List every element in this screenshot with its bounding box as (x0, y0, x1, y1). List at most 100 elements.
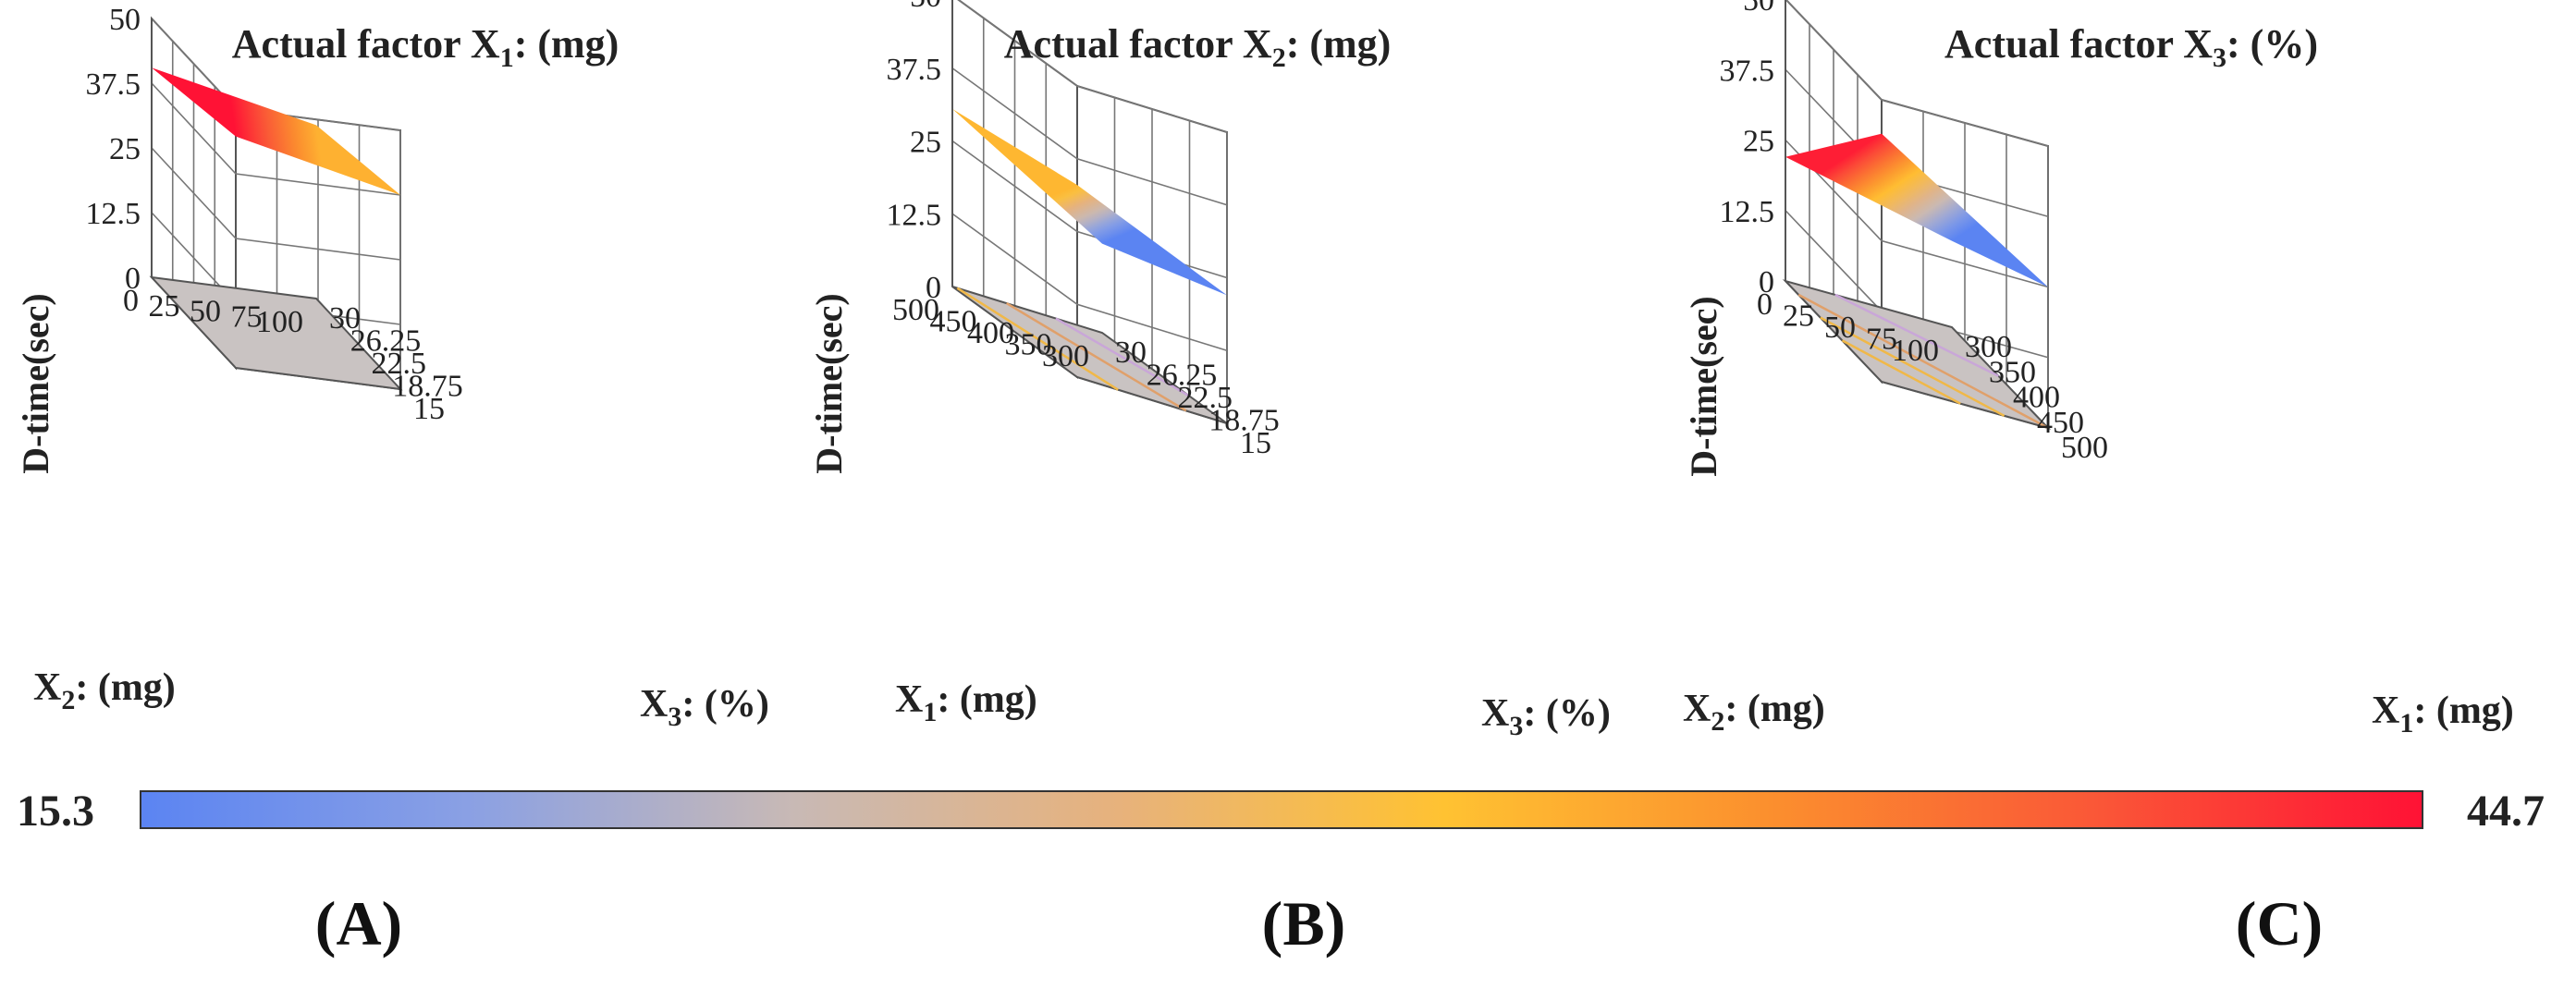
axis-title-unit: : (mg) (937, 678, 1037, 721)
right-axis-tick-label: 400 (2013, 381, 2060, 415)
z-tick-label: 25 (1743, 125, 1774, 159)
title-subscript: 2 (1272, 43, 1286, 73)
left-axis-title: X2: (mg) (1683, 688, 1825, 737)
left-axis-tick-label: 25 (149, 289, 180, 324)
right-axis-tick-label: 26.25 (350, 324, 422, 359)
right-axis-title: X3: (%) (1481, 692, 1611, 741)
left-axis-tick-label: 100 (256, 305, 303, 339)
axis-title-subscript: 2 (1711, 706, 1724, 737)
z-tick-label: 0 (926, 271, 941, 305)
left-axis-tick-label: 25 (1783, 299, 1814, 334)
z-axis-title: D-time(sec) (15, 293, 56, 473)
z-tick-label: 0 (1759, 265, 1774, 299)
wall-gridline (1785, 139, 2049, 288)
floor-contour-line (1834, 293, 1999, 377)
response-surface (152, 67, 400, 195)
left-axis-tick-label: 400 (967, 316, 1014, 350)
left-axis-tick-label: 0 (1757, 287, 1773, 322)
right-axis-tick-label: 500 (2061, 431, 2108, 465)
z-tick-label: 37.5 (1720, 54, 1775, 88)
left-axis-tick-label: 300 (1042, 339, 1089, 373)
right-axis-tick-label: 18.75 (392, 370, 463, 404)
right-axis-title: X1: (mg) (2372, 690, 2514, 739)
axis-title-text: X (33, 666, 61, 709)
colorbar: 15.3 44.7 (17, 787, 2545, 836)
right-axis-tick-label: 350 (1989, 355, 2036, 389)
panel-title: Actual factor X2: (mg) (1004, 21, 1392, 73)
left-axis-tick-label: 75 (231, 299, 263, 334)
panel-label-b: (B) (1262, 888, 1346, 958)
right-axis-tick-label: 15 (413, 392, 445, 426)
left-axis-tick-label: 50 (1824, 311, 1856, 345)
z-tick-label: 50 (910, 0, 941, 14)
title-unit: : (mg) (514, 21, 619, 67)
title-text: Actual factor X (1004, 21, 1272, 67)
wall-gridline (151, 147, 401, 261)
wall-gridline (951, 213, 1228, 352)
left-axis-tick-label: 500 (892, 293, 939, 327)
axis-title-subscript: 1 (2399, 708, 2413, 739)
floor-plane (1782, 279, 2052, 430)
title-text: Actual factor X (232, 21, 500, 67)
response-surface (952, 108, 1227, 296)
title-subscript: 1 (500, 43, 514, 73)
colorbar-min-label: 15.3 (17, 787, 94, 836)
axis-title-subscript: 3 (668, 702, 681, 732)
right-axis-tick-label: 26.25 (1147, 359, 1218, 393)
right-axis-tick-label: 22.5 (372, 347, 427, 381)
floor-contour-line (1841, 339, 1961, 405)
colorbar-bar (140, 790, 2423, 829)
floor-contour-line (956, 287, 1119, 391)
right-axis-tick-label: 22.5 (1178, 381, 1233, 415)
left-axis-tick-label: 450 (930, 305, 977, 339)
left-axis-title: X1: (mg) (895, 678, 1037, 727)
axis-title-unit: : (%) (1523, 692, 1610, 735)
floor-contour-line (1005, 302, 1187, 412)
axis-title-text: X (1683, 688, 1711, 730)
axis-title-unit: : (mg) (2413, 690, 2513, 732)
z-tick-label: 0 (125, 262, 141, 296)
right-axis-tick-label: 18.75 (1208, 404, 1280, 438)
z-tick-label: 37.5 (887, 53, 942, 87)
z-tick-label: 12.5 (887, 198, 942, 232)
axis-title-subscript: 2 (61, 685, 75, 715)
title-text: Actual factor X (1944, 21, 2213, 67)
z-tick-label: 50 (1743, 0, 1774, 18)
floor-contour-line (1820, 316, 2006, 417)
right-axis-title: X3: (%) (640, 683, 769, 732)
right-axis-tick-label: 30 (329, 301, 361, 336)
wall-gridline (951, 67, 1228, 206)
z-tick-label: 12.5 (1720, 195, 1775, 229)
title-subscript: 3 (2213, 43, 2226, 73)
z-tick-label: 25 (109, 132, 141, 166)
axis-title-subscript: 1 (923, 697, 937, 727)
left-axis-tick-label: 100 (1892, 334, 1939, 368)
left-axis-tick-label: 50 (190, 295, 221, 329)
right-axis-tick-label: 15 (1240, 426, 1271, 460)
axis-title-text: X (1481, 692, 1509, 735)
wall-gridline (151, 82, 401, 196)
left-axis-tick-label: 75 (1866, 323, 1897, 357)
right-axis-tick-label: 30 (1115, 336, 1147, 370)
right-axis-tick-label: 300 (1965, 330, 2012, 364)
left-axis-tick-label: 0 (123, 284, 139, 318)
z-tick-label: 37.5 (86, 67, 141, 102)
panel-label-a: (A) (315, 888, 402, 958)
wall-gridline (1785, 0, 2049, 147)
title-unit: : (mg) (1286, 21, 1392, 67)
z-tick-label: 25 (910, 126, 941, 160)
left-axis-title: X2: (mg) (33, 666, 176, 715)
floor-plane (149, 275, 403, 391)
z-axis-title: D-time(sec) (808, 293, 850, 473)
z-tick-label: 12.5 (86, 197, 141, 231)
axis-title-text: X (640, 683, 668, 726)
z-axis-title: D-time(sec) (1683, 296, 1724, 476)
colorbar-max-label: 44.7 (2467, 787, 2545, 836)
response-surface (1785, 133, 2048, 287)
panel-label-c: (C) (2236, 888, 2323, 958)
right-axis-tick-label: 450 (2037, 406, 2084, 440)
surface-plot-b: 012.52537.5505004504003503001518.7522.52… (808, 0, 1611, 741)
wall-gridline (957, 0, 1228, 133)
